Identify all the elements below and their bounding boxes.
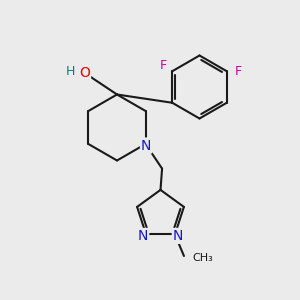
Text: CH₃: CH₃: [192, 253, 213, 262]
Text: O: O: [79, 66, 90, 80]
Text: H: H: [66, 64, 75, 78]
Text: N: N: [138, 229, 148, 243]
Text: N: N: [141, 139, 152, 152]
Text: N: N: [173, 229, 183, 243]
Text: F: F: [160, 59, 167, 72]
Text: F: F: [235, 65, 242, 78]
